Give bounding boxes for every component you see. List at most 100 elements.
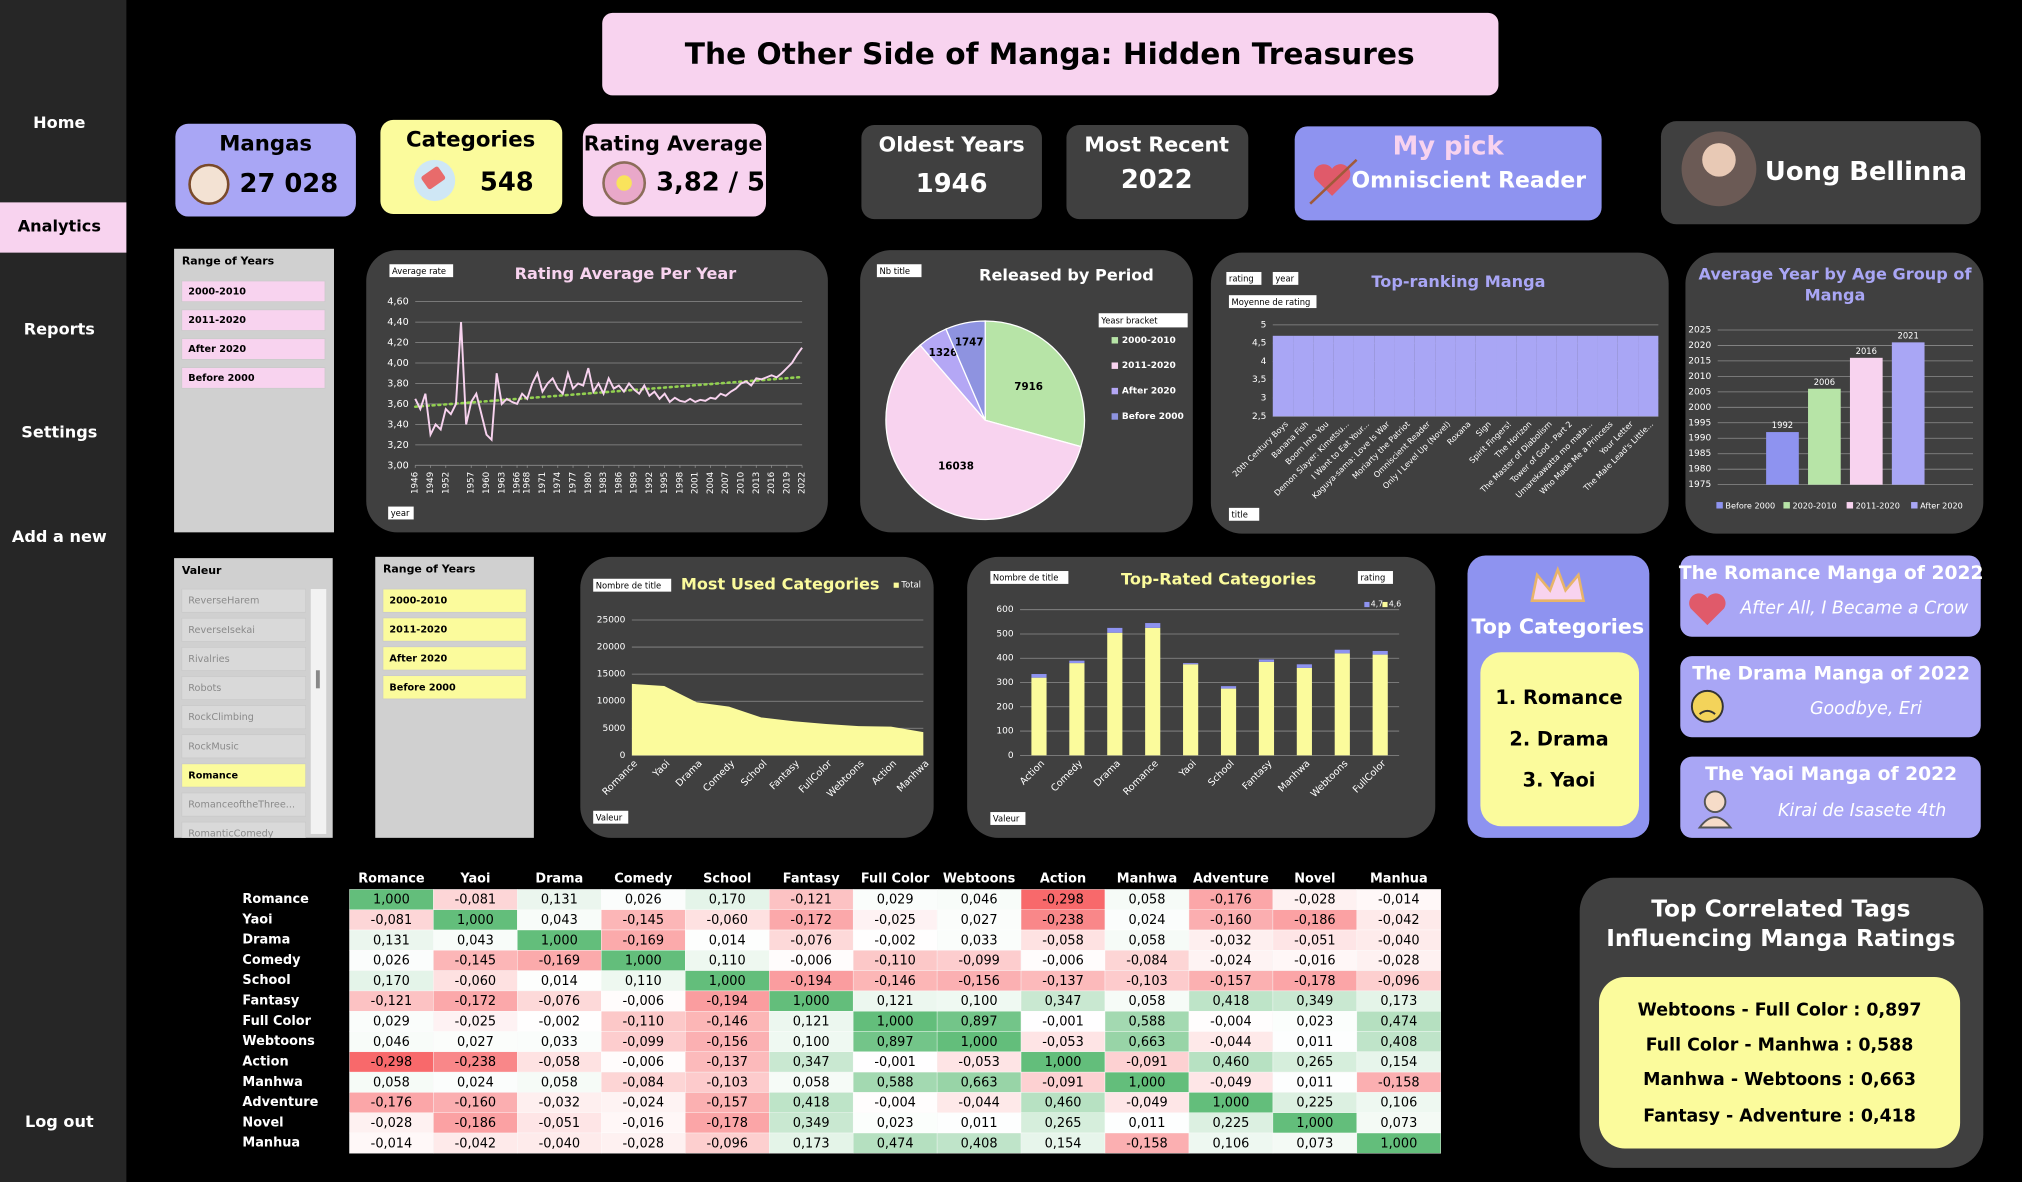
column-header: Full Color — [861, 872, 930, 887]
slicer-item-label[interactable]: Rivalries — [188, 654, 229, 665]
slicer-item-label[interactable]: 2011-2020 — [389, 625, 447, 636]
x-tick-label: 1963 — [497, 472, 507, 494]
slicer-item[interactable] — [382, 646, 527, 671]
cell-label: 0,265 — [1296, 1055, 1333, 1070]
nav-item[interactable]: Settings — [21, 423, 97, 442]
manga-card-title: The Drama Manga of 2022 — [1692, 664, 1970, 685]
cell-label: -0,194 — [706, 994, 748, 1009]
nav-item[interactable]: Add a new — [12, 527, 107, 546]
x-tick-label: 1992 — [645, 472, 655, 494]
y-tick-label: 3,00 — [387, 460, 409, 471]
legend-swatch — [893, 582, 899, 588]
legend-swatch — [1716, 502, 1723, 509]
slicer-item[interactable] — [181, 763, 306, 788]
y-tick-label: 4,60 — [387, 297, 409, 308]
y-tick-label: 3,60 — [387, 399, 409, 410]
slicer-item-label[interactable]: RockClimbing — [188, 712, 254, 723]
slicer-item-label[interactable]: Before 2000 — [188, 373, 255, 384]
cell-label: 1,000 — [457, 913, 494, 928]
cell-label: -0,158 — [1126, 1136, 1168, 1151]
cell-label: 1,000 — [541, 933, 578, 948]
cell-label: -0,051 — [539, 1116, 581, 1131]
slicer-item[interactable] — [382, 617, 527, 642]
bar-segment — [1107, 632, 1123, 756]
manga-card-title: The Romance Manga of 2022 — [1679, 563, 1984, 584]
cell-label: 0,058 — [373, 1075, 410, 1090]
row-header: Comedy — [242, 953, 301, 968]
legend-label: Total — [900, 580, 921, 590]
slicer-item-label[interactable]: RomanticComedy — [188, 829, 274, 840]
y-tick-label: 500 — [996, 629, 1013, 639]
chart-panel — [967, 556, 1436, 838]
slicer-item-label[interactable]: 2000-2010 — [389, 596, 447, 607]
chart-title-box: Average Year by Age Group of Manga — [1699, 264, 1972, 304]
x-tick-label: 1946 — [411, 471, 421, 494]
manga-card — [1680, 756, 1981, 838]
slicer-item-label[interactable]: RomanceoftheThree... — [188, 800, 295, 811]
nav-item[interactable]: Log out — [25, 1112, 94, 1131]
x-tick-label: 1949 — [426, 472, 436, 494]
slicer-item[interactable] — [181, 821, 306, 845]
bar — [1849, 357, 1883, 485]
slicer-item-label[interactable]: After 2020 — [389, 653, 447, 664]
manga-card — [1680, 555, 1981, 637]
nav-item[interactable]: Home — [33, 113, 85, 132]
slicer-item[interactable] — [181, 280, 326, 302]
y-tick-label: 10000 — [597, 697, 626, 707]
slicer-item[interactable] — [181, 647, 306, 671]
x-tick-label: 1957 — [467, 472, 477, 494]
slicer-item-label[interactable]: 2000-2010 — [188, 286, 246, 297]
bar — [1272, 335, 1294, 417]
cell-label: 0,058 — [1129, 933, 1166, 948]
field-button — [593, 810, 629, 824]
cell-label: 0,033 — [541, 1035, 578, 1050]
legend-label: Before 2000 — [1725, 500, 1775, 510]
slicer-item[interactable] — [181, 792, 306, 817]
y-tick-label: 25000 — [597, 616, 626, 626]
slicer-item-label[interactable]: RockMusic — [188, 741, 239, 752]
x-tick-label: 1998 — [675, 472, 685, 494]
slicer-item[interactable] — [181, 367, 326, 389]
nav-item[interactable]: Reports — [24, 319, 95, 338]
slicer-item[interactable] — [181, 588, 306, 613]
slicer-item-label[interactable]: 2011-2020 — [188, 315, 246, 326]
slicer-item[interactable] — [181, 338, 326, 360]
cell-label: -0,121 — [790, 893, 832, 908]
nav-item[interactable]: Analytics — [18, 216, 101, 235]
slicer-item-label[interactable]: Romance — [188, 770, 238, 781]
chart-panel — [366, 250, 828, 533]
row-header: Fantasy — [242, 994, 299, 1009]
slicer-item[interactable] — [181, 734, 306, 759]
bar — [1597, 335, 1618, 417]
cell-label: -0,053 — [1042, 1035, 1084, 1050]
slicer-item[interactable] — [181, 309, 326, 331]
slicer-items: 2000-2010 2011-2020 After 2020 Before 2000 — [382, 588, 527, 700]
slicer-item[interactable] — [382, 675, 527, 700]
slicer-item-label[interactable]: ReverseIsekai — [188, 625, 255, 636]
x-tick-label: 2004 — [706, 471, 716, 494]
cell-label: -0,024 — [1210, 954, 1252, 969]
legend-swatch — [1382, 601, 1388, 608]
slicer-item-label[interactable]: Robots — [188, 683, 221, 694]
field-button — [876, 264, 922, 278]
legend-label: 2000-2010 — [1122, 336, 1176, 346]
x-tick-label: 1995 — [660, 472, 670, 494]
slicer-item[interactable] — [181, 676, 306, 700]
cell-label: -0,058 — [539, 1055, 581, 1070]
slicer-item-label[interactable]: Before 2000 — [389, 682, 456, 693]
legend-label: After 2020 — [1920, 500, 1963, 510]
cell-label: -0,081 — [371, 913, 413, 928]
y-tick-label: 2010 — [1688, 372, 1711, 382]
kpi-value: Omniscient Reader — [1352, 169, 1587, 194]
slicer-item[interactable] — [382, 588, 527, 613]
y-tick-label: 5000 — [602, 724, 625, 734]
slicer-item[interactable] — [181, 617, 306, 642]
cell-label: 0,058 — [1129, 994, 1166, 1009]
slicer-item-label[interactable]: ReverseHarem — [188, 596, 259, 607]
row-header: Romance — [242, 892, 309, 907]
y-tick-label: 2025 — [1688, 325, 1711, 335]
slicer-item-label[interactable]: After 2020 — [188, 344, 246, 355]
cell-label: 0,588 — [1129, 1015, 1166, 1030]
slicer-item[interactable] — [181, 705, 306, 730]
cell-label: 0,225 — [1296, 1096, 1333, 1111]
